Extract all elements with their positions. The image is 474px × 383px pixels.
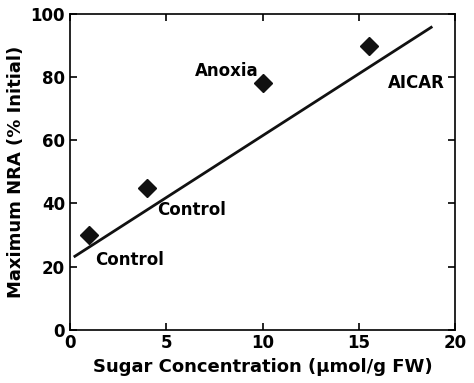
Text: Anoxia: Anoxia [195,62,259,80]
Text: Control: Control [156,201,226,219]
X-axis label: Sugar Concentration (μmol/g FW): Sugar Concentration (μmol/g FW) [93,358,432,376]
Y-axis label: Maximum NRA (% Initial): Maximum NRA (% Initial) [7,46,25,298]
Text: Control: Control [95,251,164,269]
Text: AICAR: AICAR [388,74,445,92]
